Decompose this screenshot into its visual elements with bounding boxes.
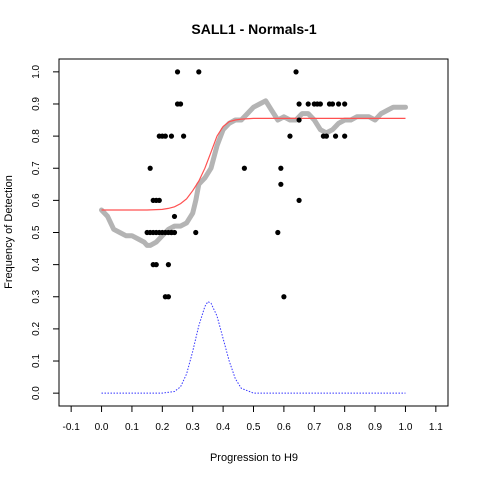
x-tick-label: 0.2 (155, 422, 169, 433)
y-axis-title: Frequency of Detection (3, 175, 15, 289)
observed-point (171, 229, 178, 236)
observed-point (278, 181, 284, 187)
observed-point (171, 213, 178, 220)
x-axis-title: Progression to H9 (210, 452, 298, 464)
x-tick-label: 0.4 (216, 422, 230, 433)
observed-point (281, 294, 287, 300)
observed-point (305, 101, 311, 107)
observed-point (296, 101, 302, 107)
observed-point (165, 262, 172, 268)
y-tick-label: 1.0 (31, 64, 42, 78)
observed-point (177, 101, 184, 107)
observed-point (275, 229, 281, 236)
y-tick-label: 0.9 (31, 97, 42, 111)
observed-point (342, 133, 348, 139)
y-tick-label: 0.4 (31, 257, 42, 271)
observed-point (193, 229, 199, 236)
sigmoid-fit-line (101, 117, 406, 211)
observed-point (332, 133, 339, 139)
y-tick-label: 0.3 (31, 289, 42, 303)
y-tick-label: 0.5 (31, 225, 42, 239)
y-tick-label: 0.2 (31, 322, 42, 336)
observed-point (296, 197, 302, 203)
observed-point (147, 165, 153, 171)
y-tick-label: 0.0 (31, 386, 42, 400)
observed-point (153, 262, 159, 268)
observed-point (323, 133, 330, 139)
chart-title: SALL1 - Normals-1 (191, 21, 316, 37)
y-tick-label: 0.1 (31, 354, 42, 368)
y-tick-label: 0.7 (31, 161, 42, 175)
observed-point (162, 133, 168, 139)
x-tick-label: -0.1 (63, 422, 81, 433)
observed-point (317, 101, 323, 107)
x-tick-label: 0.3 (186, 422, 200, 433)
x-tick-label: 1.1 (429, 422, 443, 433)
x-tick-label: 0.6 (277, 422, 291, 433)
observed-point (335, 101, 342, 107)
observed-point (329, 101, 336, 107)
observed-point (156, 197, 162, 203)
observed-point (196, 69, 202, 75)
observed-point (293, 69, 299, 75)
x-tick-label: 0.0 (95, 422, 109, 433)
x-tick-label: 1.0 (399, 422, 413, 433)
observed-point (287, 133, 293, 139)
x-tick-label: 0.9 (368, 422, 382, 433)
y-tick-label: 0.8 (31, 129, 42, 143)
x-tick-label: 0.7 (307, 422, 321, 433)
observed-point (168, 133, 175, 139)
x-tick-label: 0.5 (247, 422, 261, 433)
x-tick-label: 0.8 (338, 422, 352, 433)
density-curve-line (101, 300, 406, 394)
observed-point (174, 69, 181, 75)
y-tick-label: 0.6 (31, 193, 42, 207)
observed-point (296, 117, 302, 123)
observed-point (241, 165, 247, 171)
marks-layer (99, 69, 408, 394)
observed-point (181, 133, 187, 139)
observed-point (165, 294, 172, 300)
axes-layer: -0.1 0.0 0.1 0.2 0.3 0.4 0.5 0.6 0.7 0.8 0.9 1.0 1.1… (31, 64, 443, 433)
observed-point (278, 165, 284, 171)
observed-point (342, 101, 348, 107)
x-tick-label: 0.1 (125, 422, 139, 433)
